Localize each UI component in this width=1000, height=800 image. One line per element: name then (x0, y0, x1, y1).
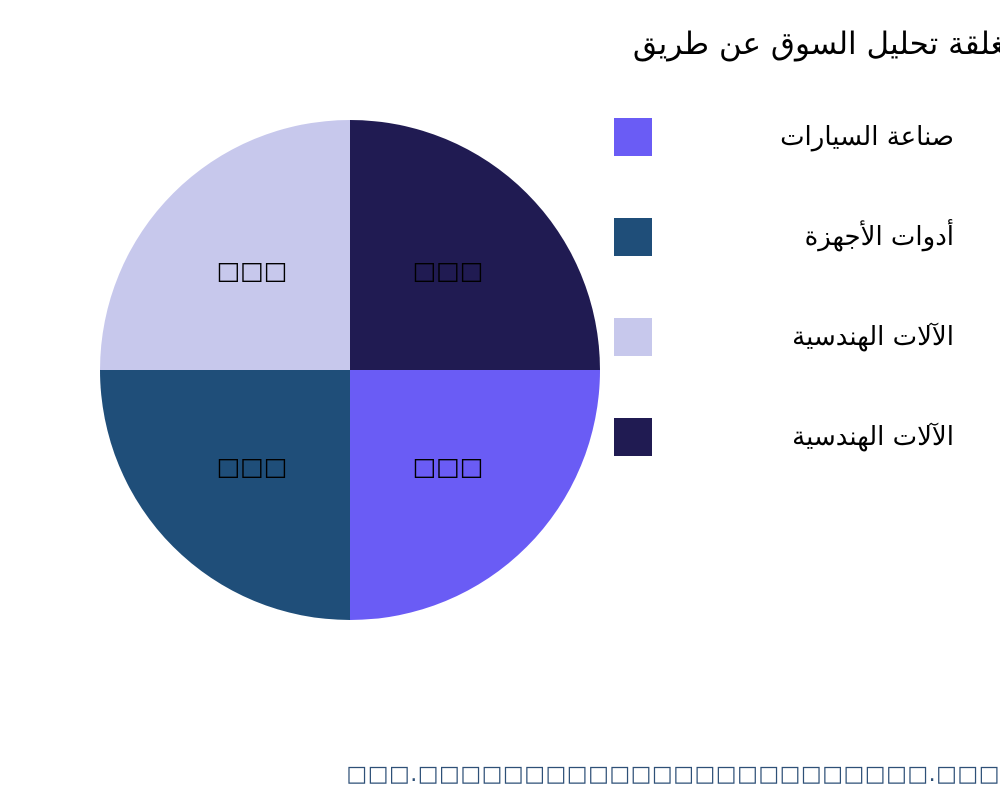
legend-label-3: الآلات الهندسية (792, 422, 954, 452)
footer-watermark: □□□.□□□□□□□□□□□□□□□□□□□□□□□□.□□□ (346, 762, 1000, 787)
page-title: مكابس تزوير القالب المغلقة تحليل السوق ع… (632, 26, 1000, 62)
legend-item-1[interactable]: أدوات الأجهزة (614, 218, 954, 318)
legend-item-3[interactable]: الآلات الهندسية (614, 418, 954, 518)
pie-svg: □□□ □□□ □□□ □□□ (100, 120, 600, 620)
chart-legend: صناعة السيارات أدوات الأجهزة الآلات الهن… (614, 118, 954, 518)
pie-slice-top-left[interactable] (100, 120, 350, 370)
legend-swatch-icon-3 (614, 418, 652, 456)
pie-plot-area: □□□ □□□ □□□ □□□ (100, 120, 600, 620)
legend-item-0[interactable]: صناعة السيارات (614, 118, 954, 218)
legend-label-0: صناعة السيارات (780, 122, 954, 152)
pie-slice-label-bottom-right: □□□ (413, 452, 484, 481)
legend-item-2[interactable]: الآلات الهندسية (614, 318, 954, 418)
legend-swatch-icon-1 (614, 218, 652, 256)
legend-label-2: الآلات الهندسية (792, 322, 954, 352)
pie-slice-bottom-right[interactable] (350, 370, 600, 620)
legend-label-1: أدوات الأجهزة (804, 222, 954, 252)
pie-slice-bottom-left[interactable] (100, 370, 350, 620)
legend-swatch-icon-2 (614, 318, 652, 356)
pie-slice-label-bottom-left: □□□ (217, 452, 288, 481)
pie-slice-top-right[interactable] (350, 120, 600, 370)
pie-slice-label-top-left: □□□ (217, 256, 288, 285)
pie-slice-label-top-right: □□□ (413, 256, 484, 285)
legend-swatch-icon-0 (614, 118, 652, 156)
